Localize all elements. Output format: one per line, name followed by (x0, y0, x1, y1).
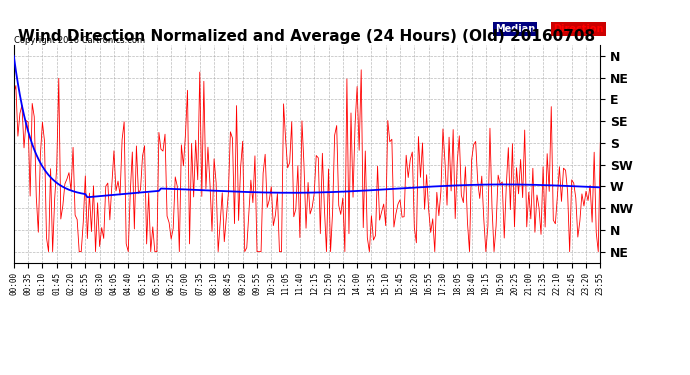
Text: Median: Median (495, 24, 535, 34)
Text: Direction: Direction (553, 24, 604, 34)
Title: Wind Direction Normalized and Average (24 Hours) (Old) 20160708: Wind Direction Normalized and Average (2… (19, 29, 595, 44)
Text: Copyright 2016 Cartronics.com: Copyright 2016 Cartronics.com (14, 36, 145, 45)
